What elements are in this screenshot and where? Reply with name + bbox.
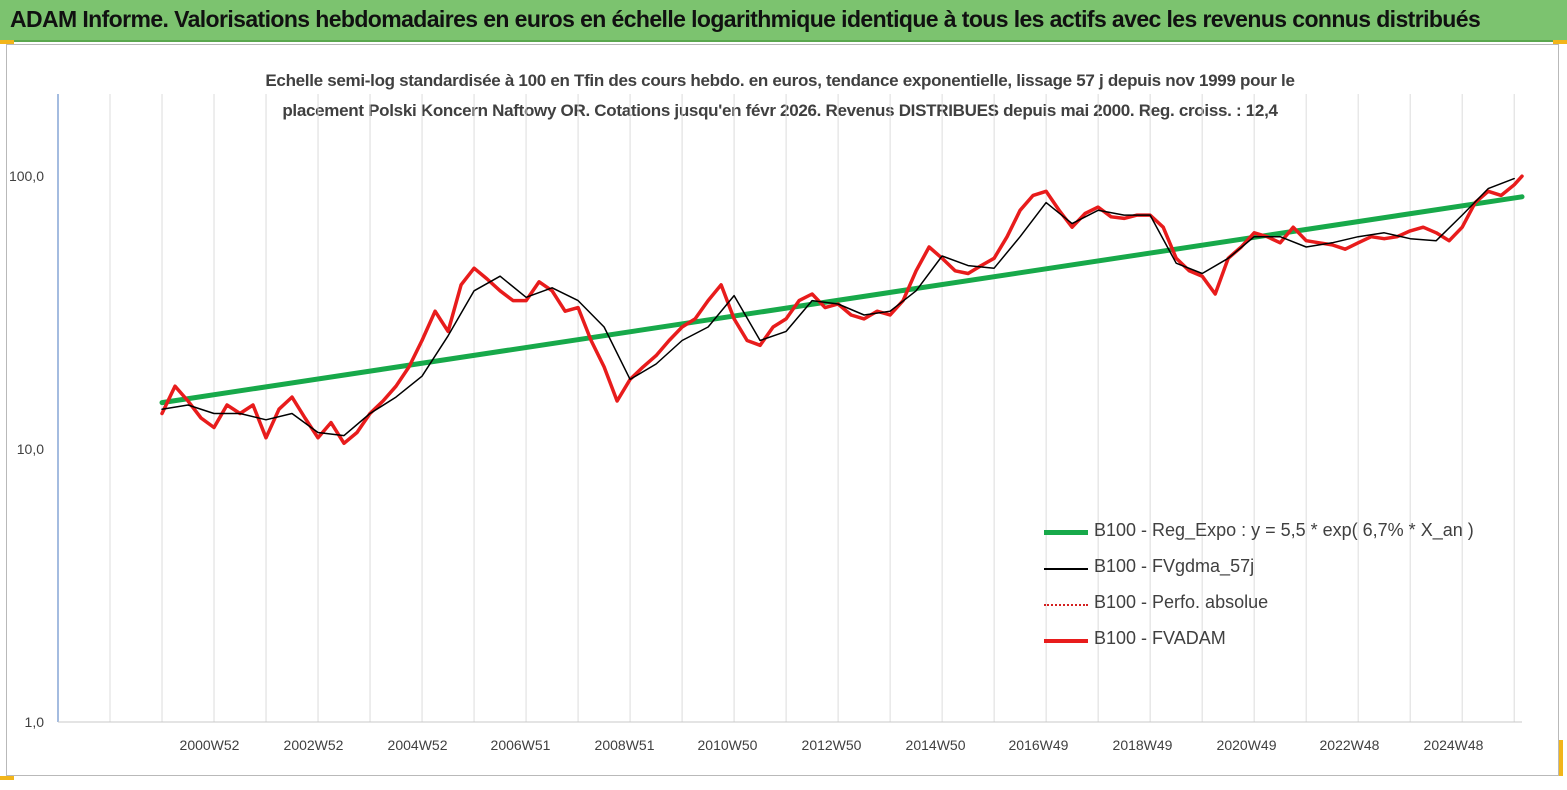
series-line-smoothed bbox=[161, 177, 1515, 437]
y-tick-label: 100,0 bbox=[9, 168, 44, 184]
x-tick-label: 2010W50 bbox=[698, 737, 758, 753]
x-tick-label: 2008W51 bbox=[595, 737, 655, 753]
chart-title-line-1: Echelle semi-log standardisée à 100 en T… bbox=[265, 71, 1295, 90]
y-tick-label: 1,0 bbox=[25, 714, 45, 730]
series-line-adam bbox=[160, 174, 1524, 446]
legend-swatch-adam bbox=[1044, 639, 1088, 643]
legend-label-adam: B100 - FVADAM bbox=[1094, 628, 1226, 648]
y-tick-label: 10,0 bbox=[17, 441, 44, 457]
x-tick-label: 2020W49 bbox=[1217, 737, 1277, 753]
legend-swatch-regression bbox=[1044, 530, 1088, 535]
x-tick-label: 2024W48 bbox=[1424, 737, 1484, 753]
series-line-absolute bbox=[161, 175, 1523, 445]
series-line-regression bbox=[159, 194, 1525, 406]
x-tick-label: 2006W51 bbox=[491, 737, 551, 753]
chart-panel bbox=[6, 44, 1559, 776]
corner-marker-bottom-right bbox=[1559, 740, 1563, 776]
legend-label-absolute: B100 - Perfo. absolue bbox=[1094, 592, 1269, 612]
x-tick-label: 2014W50 bbox=[906, 737, 966, 753]
corner-marker-top-left bbox=[0, 40, 14, 44]
x-tick-label: 2002W52 bbox=[284, 737, 344, 753]
corner-marker-top-right bbox=[1553, 40, 1567, 44]
x-tick-label: 2012W50 bbox=[802, 737, 862, 753]
x-tick-label: 2004W52 bbox=[388, 737, 448, 753]
x-tick-label: 2016W49 bbox=[1009, 737, 1069, 753]
chart-title-line-2: placement Polski Koncern Naftowy OR. Cot… bbox=[282, 101, 1278, 120]
legend-label-smoothed: B100 - FVgdma_57j bbox=[1094, 556, 1255, 576]
title-banner: ADAM Informe. Valorisations hebdomadaire… bbox=[0, 0, 1567, 42]
legend-label-regression: B100 - Reg_Expo : y = 5,5 * exp( 6,7% * … bbox=[1094, 520, 1474, 540]
banner-title: ADAM Informe. Valorisations hebdomadaire… bbox=[10, 6, 1481, 32]
x-tick-label: 2022W48 bbox=[1320, 737, 1380, 753]
corner-marker-bottom-left bbox=[0, 776, 14, 780]
legend-swatch-absolute bbox=[1044, 604, 1088, 606]
x-tick-label: 2018W49 bbox=[1113, 737, 1173, 753]
x-tick-label: 2000W52 bbox=[180, 737, 240, 753]
legend-swatch-smoothed bbox=[1044, 568, 1088, 570]
chart-title: Echelle semi-log standardisée à 100 en T… bbox=[200, 66, 1360, 126]
